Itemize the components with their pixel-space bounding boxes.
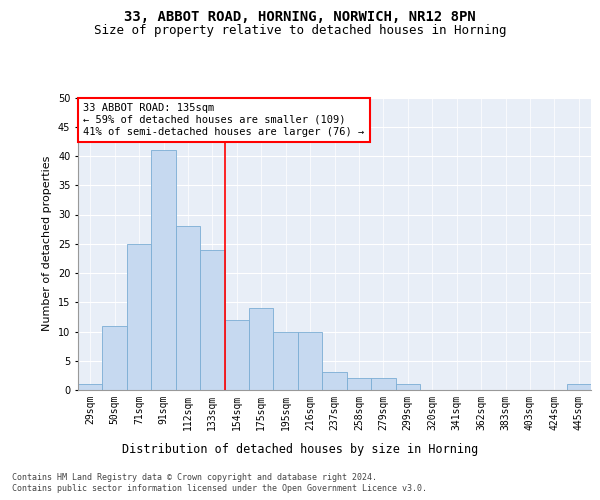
Bar [151, 150, 176, 390]
Bar [103, 326, 127, 390]
Text: 33 ABBOT ROAD: 135sqm
← 59% of detached houses are smaller (109)
41% of semi-det: 33 ABBOT ROAD: 135sqm ← 59% of detached … [83, 104, 364, 136]
Bar [298, 332, 322, 390]
Text: Size of property relative to detached houses in Horning: Size of property relative to detached ho… [94, 24, 506, 37]
Text: Distribution of detached houses by size in Horning: Distribution of detached houses by size … [122, 442, 478, 456]
Bar [224, 320, 249, 390]
Bar [322, 372, 347, 390]
Text: Contains public sector information licensed under the Open Government Licence v3: Contains public sector information licen… [12, 484, 427, 493]
Bar [200, 250, 224, 390]
Bar [78, 384, 103, 390]
Bar [347, 378, 371, 390]
Bar [274, 332, 298, 390]
Bar [176, 226, 200, 390]
Bar [395, 384, 420, 390]
Bar [371, 378, 395, 390]
Bar [249, 308, 274, 390]
Text: Contains HM Land Registry data © Crown copyright and database right 2024.: Contains HM Land Registry data © Crown c… [12, 472, 377, 482]
Bar [566, 384, 591, 390]
Y-axis label: Number of detached properties: Number of detached properties [43, 156, 52, 332]
Text: 33, ABBOT ROAD, HORNING, NORWICH, NR12 8PN: 33, ABBOT ROAD, HORNING, NORWICH, NR12 8… [124, 10, 476, 24]
Bar [127, 244, 151, 390]
